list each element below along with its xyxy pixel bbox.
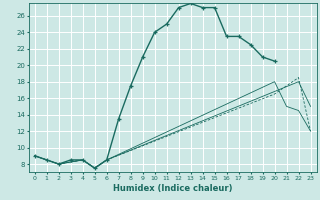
X-axis label: Humidex (Indice chaleur): Humidex (Indice chaleur) xyxy=(113,184,232,193)
